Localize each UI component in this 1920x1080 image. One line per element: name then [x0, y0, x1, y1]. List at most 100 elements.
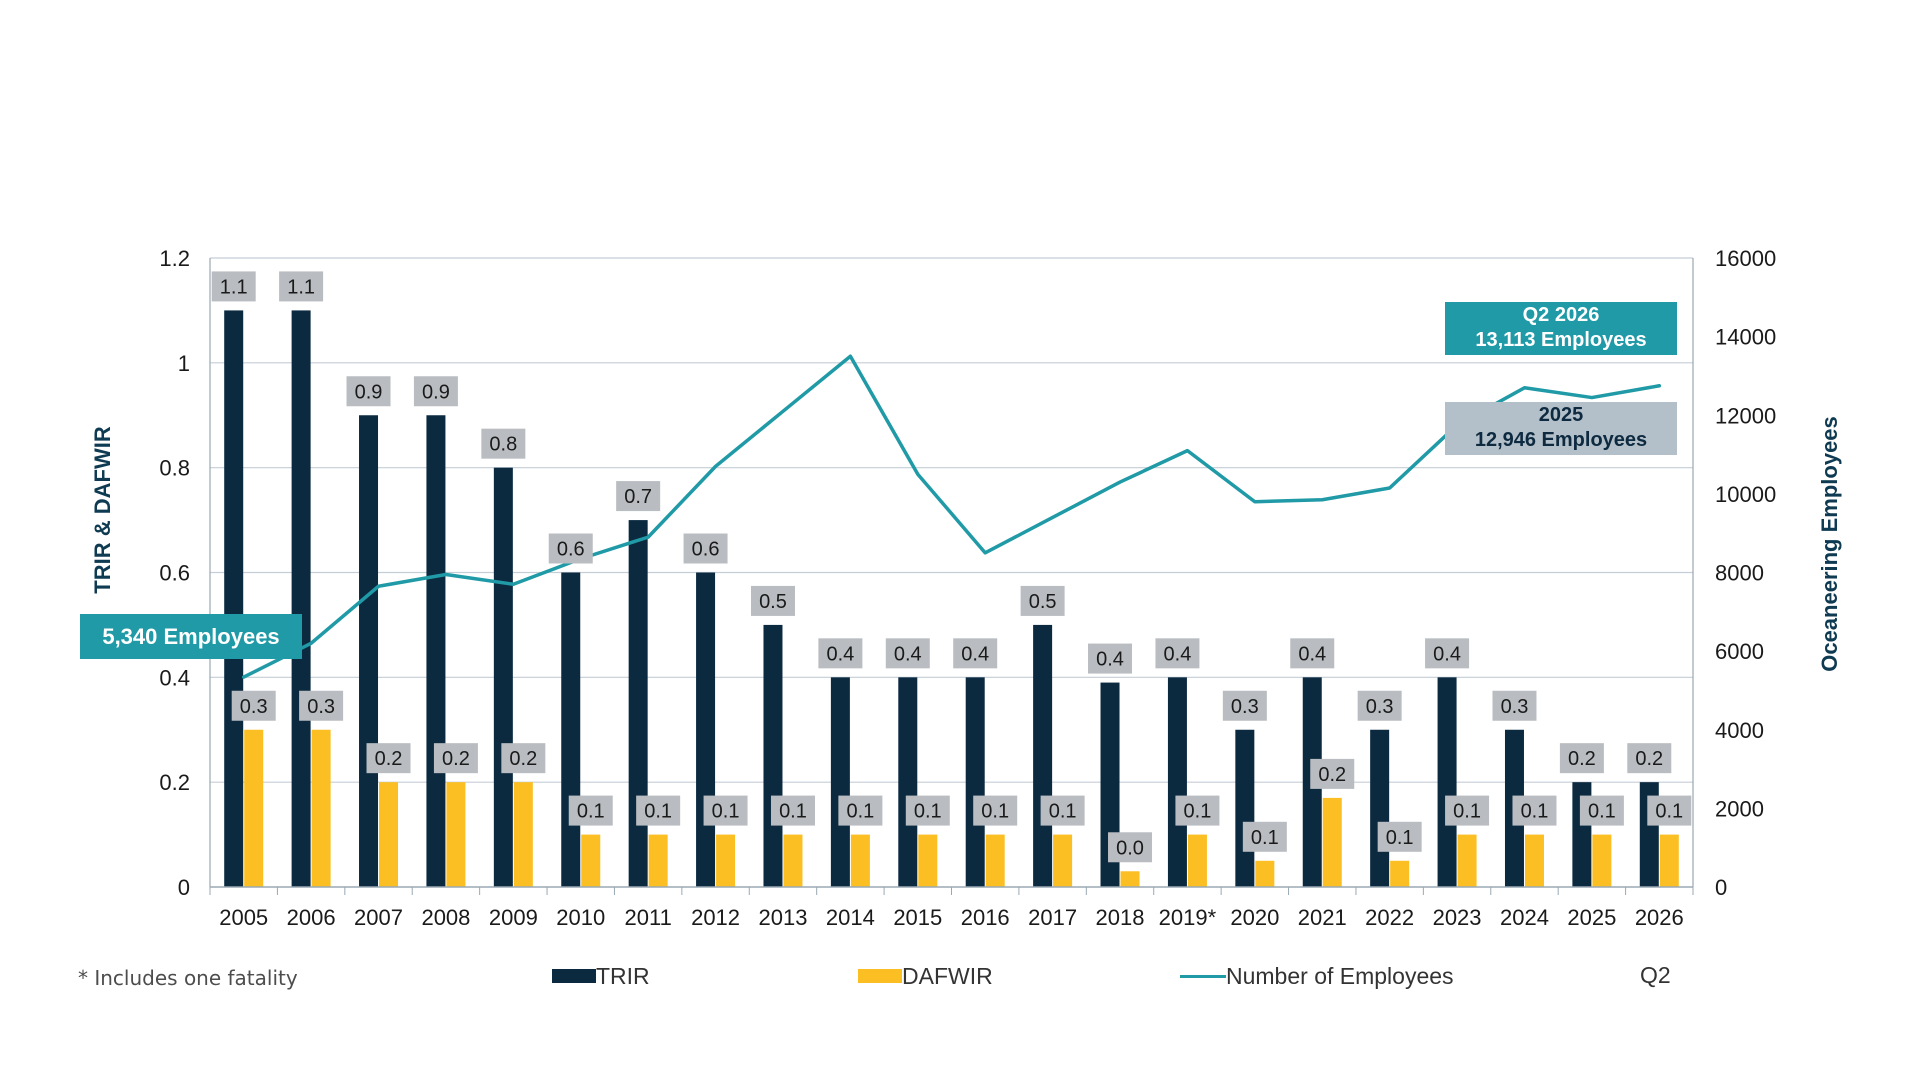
dafwir-data-label: 0.1: [1453, 801, 1481, 823]
trir-bar: [359, 415, 379, 887]
trir-data-label-box: [953, 638, 998, 669]
trir-data-label-box: [279, 271, 324, 302]
x-tick-label: 2015: [893, 905, 942, 930]
dafwir-bar: [1592, 834, 1612, 887]
trir-bar: [224, 310, 244, 888]
trir-data-label-box: [1290, 638, 1335, 669]
dafwir-data-label: 0.2: [509, 748, 537, 770]
left-tick-label: 0: [178, 875, 190, 900]
dafwir-bar: [581, 834, 601, 887]
trir-bar: [291, 310, 311, 888]
dafwir-data-label-box: [568, 795, 613, 826]
dafwir-data-label-box: [770, 795, 815, 826]
right-tick-label: 2000: [1715, 796, 1764, 821]
x-tick-label: 2021: [1298, 905, 1347, 930]
dafwir-data-label-box: [1040, 795, 1085, 826]
trir-data-label-box: [481, 428, 526, 459]
trir-bar: [628, 520, 648, 887]
x-tick-label: 2008: [421, 905, 470, 930]
right-tick-label: 16000: [1715, 246, 1776, 271]
right-tick-label: 14000: [1715, 325, 1776, 350]
dafwir-data-label: 0.1: [1251, 827, 1279, 849]
left-tick-label: 1.2: [159, 246, 190, 271]
trir-data-label-box: [211, 271, 256, 302]
dafwir-bar: [783, 834, 803, 887]
dafwir-data-label-box: [1108, 832, 1153, 863]
dafwir-data-label-box: [1512, 795, 1557, 826]
dafwir-data-label: 0.1: [1184, 801, 1212, 823]
dafwir-bar: [1322, 797, 1342, 887]
x-tick-label: 2024: [1500, 905, 1549, 930]
dafwir-data-label-box: [636, 795, 681, 826]
dafwir-data-label: 0.1: [712, 801, 740, 823]
left-tick-label: 1: [178, 351, 190, 376]
trir-data-label: 0.4: [826, 643, 854, 665]
dafwir-data-label-box: [1647, 795, 1692, 826]
dafwir-bar: [1390, 860, 1410, 887]
dafwir-bar: [648, 834, 668, 887]
trir-bar: [696, 572, 716, 887]
trir-data-label-box: [1357, 690, 1402, 721]
trir-data-label-box: [1492, 690, 1537, 721]
trir-bar: [426, 415, 446, 887]
trir-data-label-box: [616, 481, 661, 512]
dafwir-bar: [1187, 834, 1207, 887]
trir-data-label: 0.7: [624, 486, 652, 508]
trir-data-label-box: [1559, 743, 1604, 774]
dafwir-bar: [985, 834, 1005, 887]
dafwir-bar: [1457, 834, 1477, 887]
trir-data-label: 0.3: [1501, 696, 1529, 718]
right-axis-title: Oceaneering Employees: [1817, 416, 1842, 672]
x-tick-label: 2016: [961, 905, 1010, 930]
dafwir-bar: [379, 782, 399, 887]
trir-data-label: 0.9: [422, 381, 450, 403]
trir-bar: [561, 572, 581, 887]
dafwir-data-label-box: [905, 795, 950, 826]
trir-data-label-box: [683, 533, 728, 564]
dafwir-data-label: 0.3: [307, 696, 335, 718]
footnote: * Includes one fatality: [78, 966, 298, 990]
dafwir-data-label: 0.1: [1588, 801, 1616, 823]
x-tick-label: 2009: [489, 905, 538, 930]
trir-data-label: 0.9: [355, 381, 383, 403]
dafwir-bar: [513, 782, 533, 887]
data-labels: 1.1 0.3 1.1 0.3 0.9 0.2 0.9 0.2 0.8 0.2 0.6 0.1 0.7 0…: [211, 271, 1692, 863]
legend-trir-swatch: [552, 969, 596, 983]
dafwir-data-label: 0.1: [644, 801, 672, 823]
trir-data-label: 0.4: [961, 643, 989, 665]
x-tick-label: 2026: [1635, 905, 1684, 930]
legend-dafwir-swatch: [858, 969, 902, 983]
trir-bar: [1370, 729, 1390, 887]
right-tick-label: 6000: [1715, 639, 1764, 664]
trir-data-label: 0.5: [759, 591, 787, 613]
x-tick-label: 2011: [625, 905, 672, 930]
q2-2026-callout: Q2 2026 13,113 Employees: [1445, 302, 1677, 355]
trir-data-label-box: [750, 585, 795, 616]
dafwir-bar: [446, 782, 466, 887]
dafwir-bar: [1120, 871, 1140, 887]
dafwir-data-label: 0.2: [442, 748, 470, 770]
trir-data-label: 0.8: [489, 434, 517, 456]
q2-2026-title: Q2 2026: [1522, 304, 1600, 326]
dafwir-data-label-box: [1310, 758, 1355, 789]
legend-trir-label: TRIR: [596, 962, 650, 989]
dafwir-data-label: 0.1: [846, 801, 874, 823]
dafwir-data-label-box: [299, 690, 344, 721]
trir-data-label: 0.3: [1231, 696, 1259, 718]
dafwir-data-label-box: [433, 743, 478, 774]
y2025-value: 12,946 Employees: [1474, 429, 1648, 451]
legend-employees: Number of Employees: [1180, 962, 1454, 990]
trir-data-label-box: [818, 638, 863, 669]
legend-q2-label: Q2: [1640, 962, 1671, 988]
trir-data-label: 0.5: [1029, 591, 1057, 613]
trir-data-label: 0.2: [1568, 748, 1596, 770]
dafwir-data-label: 0.1: [779, 801, 807, 823]
x-tick-label: 2010: [556, 905, 605, 930]
dafwir-bar: [311, 729, 331, 887]
trir-data-label: 0.3: [1366, 696, 1394, 718]
trir-data-label: 0.6: [557, 539, 585, 561]
trir-bar: [1167, 677, 1187, 887]
x-tick-label: 2005: [219, 905, 268, 930]
dafwir-data-label-box: [973, 795, 1018, 826]
